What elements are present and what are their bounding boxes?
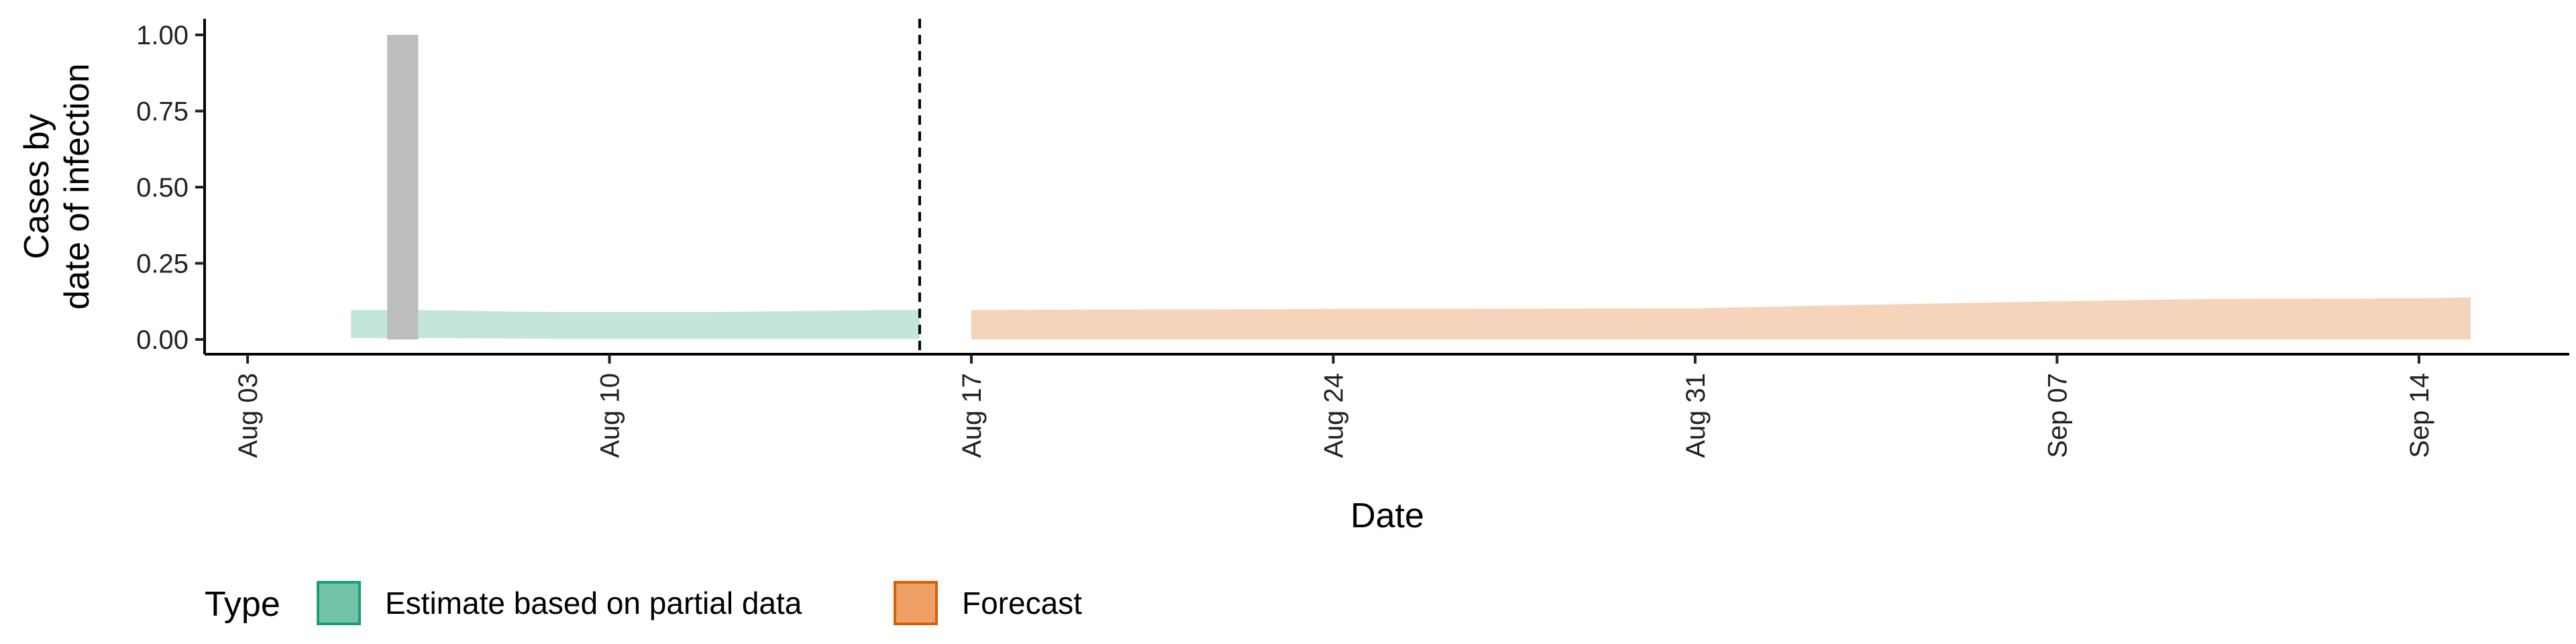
legend-label: Estimate based on partial data (385, 586, 802, 621)
bar-0 (387, 35, 419, 339)
x-tick-label: Aug 17 (957, 373, 987, 458)
x-tick-label: Aug 03 (233, 373, 263, 458)
y-tick-label: 0.75 (136, 97, 189, 127)
ribbon-estimate (351, 309, 920, 339)
legend-title: Type (205, 585, 280, 624)
x-tick-label: Aug 24 (1319, 373, 1348, 458)
legend-label: Forecast (962, 586, 1082, 621)
y-axis-title-line-2: date of infection (58, 63, 97, 309)
y-axis: 0.00 0.25 0.50 0.75 1.00 (136, 19, 206, 355)
plot-area (351, 19, 2471, 354)
y-tick-label: 0.25 (136, 250, 189, 279)
y-axis-title-line-1: Cases by (17, 114, 56, 260)
y-tick-label: 0.50 (136, 173, 189, 203)
legend-entry-forecast: Forecast (894, 581, 1082, 625)
x-tick-label: Sep 14 (2405, 373, 2434, 458)
legend-key (317, 581, 361, 625)
x-tick-label: Aug 10 (596, 373, 625, 458)
legend-key (894, 581, 938, 625)
x-axis: Aug 03 Aug 10 Aug 17 Aug 24 Aug 31 Sep 07 Sep … (205, 353, 2569, 458)
ribbon-forecast (971, 297, 2471, 339)
y-tick-label: 1.00 (136, 21, 189, 50)
y-tick-label: 0.00 (136, 325, 189, 355)
legend: Type Estimate based on partial data Forec… (205, 581, 1082, 625)
legend-entry-estimate: Estimate based on partial data (317, 581, 802, 625)
x-tick-label: Aug 31 (1681, 373, 1711, 458)
x-axis-title: Date (1350, 496, 1424, 535)
x-tick-label: Sep 07 (2043, 373, 2072, 458)
